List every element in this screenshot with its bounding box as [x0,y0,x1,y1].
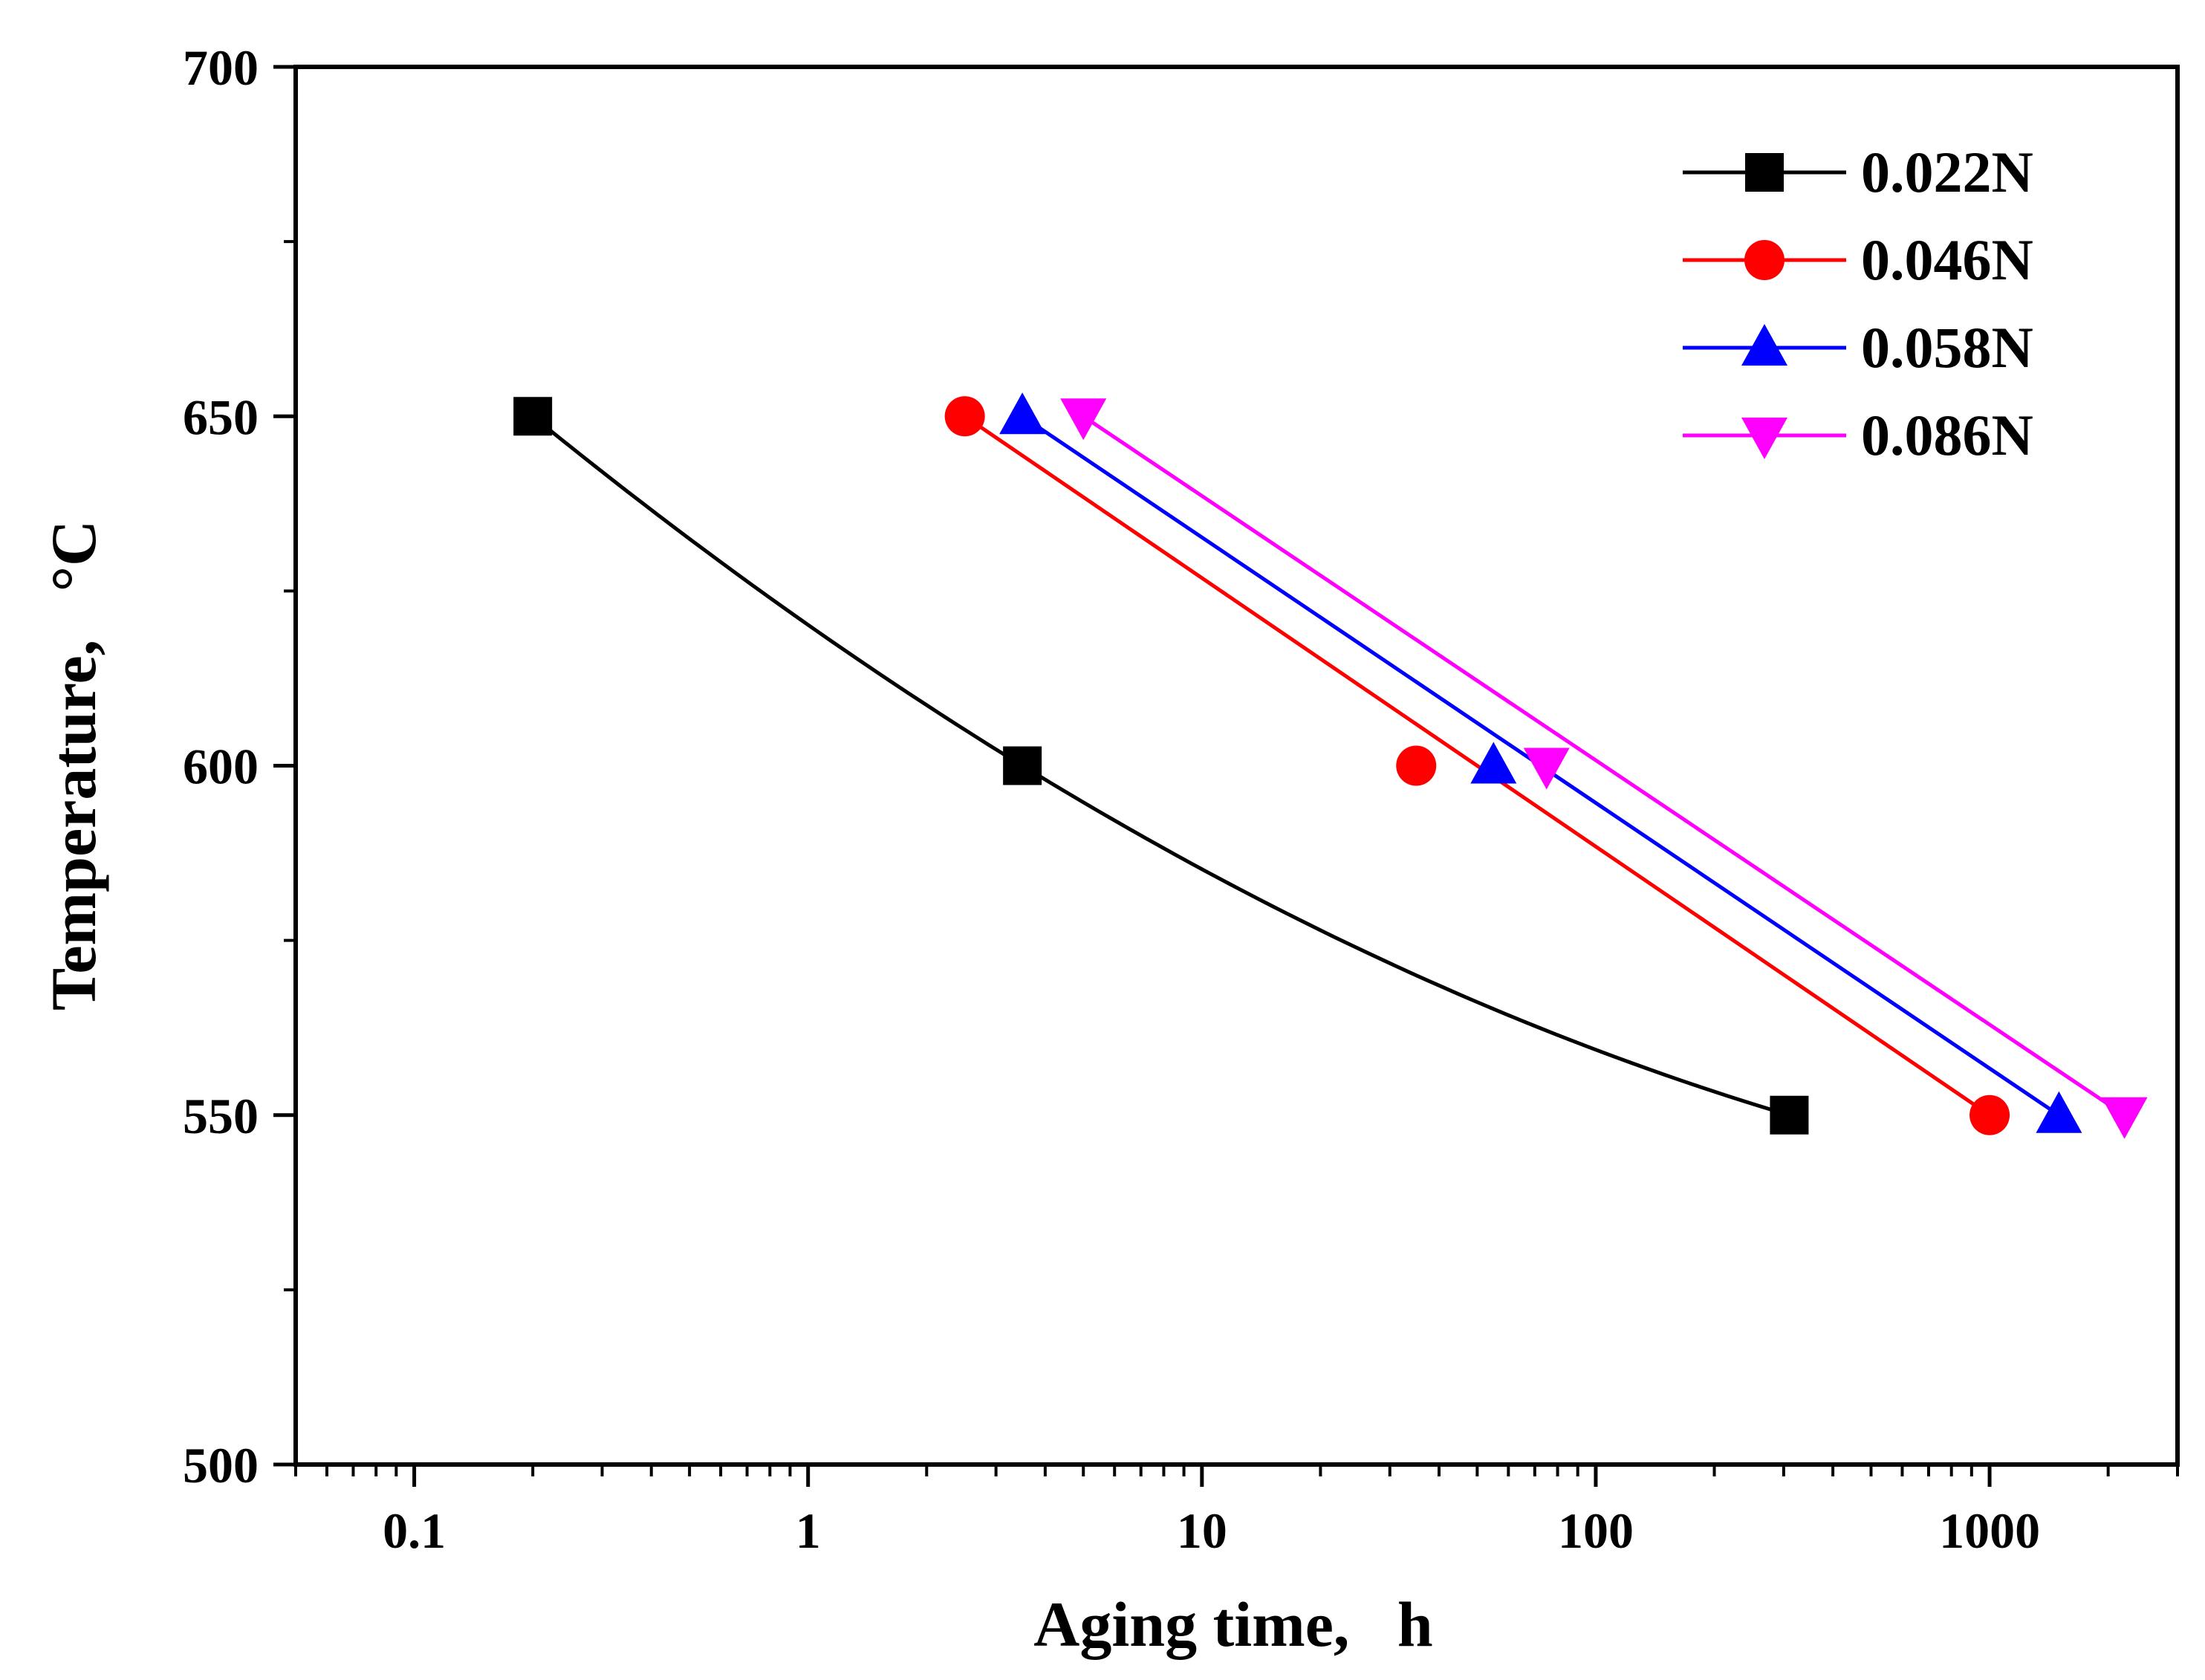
legend-marker-0.022N [1745,153,1784,192]
y-tick-label: 700 [183,39,259,96]
legend-marker-0.058N [1741,324,1787,366]
y-tick-label: 550 [183,1088,259,1144]
x-tick-label: 10 [1177,1502,1227,1559]
legend-label-0.046N: 0.046N [1861,227,2033,292]
legend-label-0.022N: 0.022N [1861,140,2033,204]
data-point-0.022N [1770,1095,1809,1135]
major-ticks [273,65,1992,1487]
x-tick-label: 0.1 [383,1502,446,1559]
data-markers [513,392,2148,1139]
data-point-0.046N [1396,745,1437,786]
x-axis-title: Aging time, h [1033,1589,1433,1660]
y-tick-label: 500 [183,1437,259,1493]
legend-label-0.058N: 0.058N [1861,315,2033,380]
data-point-0.058N [999,392,1046,435]
y-tick-label: 600 [183,739,259,795]
data-point-0.086N [1523,747,1570,790]
data-point-0.058N [2036,1091,2082,1133]
data-point-0.046N [944,396,985,437]
series-line-0.086N [1082,415,2126,1117]
y-tick-label: 650 [183,389,259,445]
x-tick-label: 1 [796,1502,821,1559]
series-line-0.022N [531,415,1790,1118]
plot-frame [293,65,2180,1467]
legend-marker-0.086N [1741,418,1787,459]
x-tick-label: 1000 [1939,1502,2040,1559]
legend: 0.022N 0.046N 0.058N 0.086N [1683,140,2033,467]
x-tick-label: 100 [1558,1502,1634,1559]
legend-marker-0.046N [1744,240,1785,280]
data-point-0.046N [1969,1094,2010,1135]
data-point-0.022N [1003,746,1042,785]
series-line-0.046N [964,415,1991,1117]
data-point-0.058N [1470,742,1517,784]
data-point-0.086N [2101,1097,2148,1139]
data-point-0.086N [1060,398,1107,441]
fit-lines [531,415,2126,1118]
y-axis-title: Temperature, °C [38,520,109,1011]
tick-labels: 0.1 1 10 100 1000 500 550 600 650 700 [183,39,2040,1559]
legend-label-0.086N: 0.086N [1861,403,2033,467]
data-point-0.022N [513,397,553,436]
